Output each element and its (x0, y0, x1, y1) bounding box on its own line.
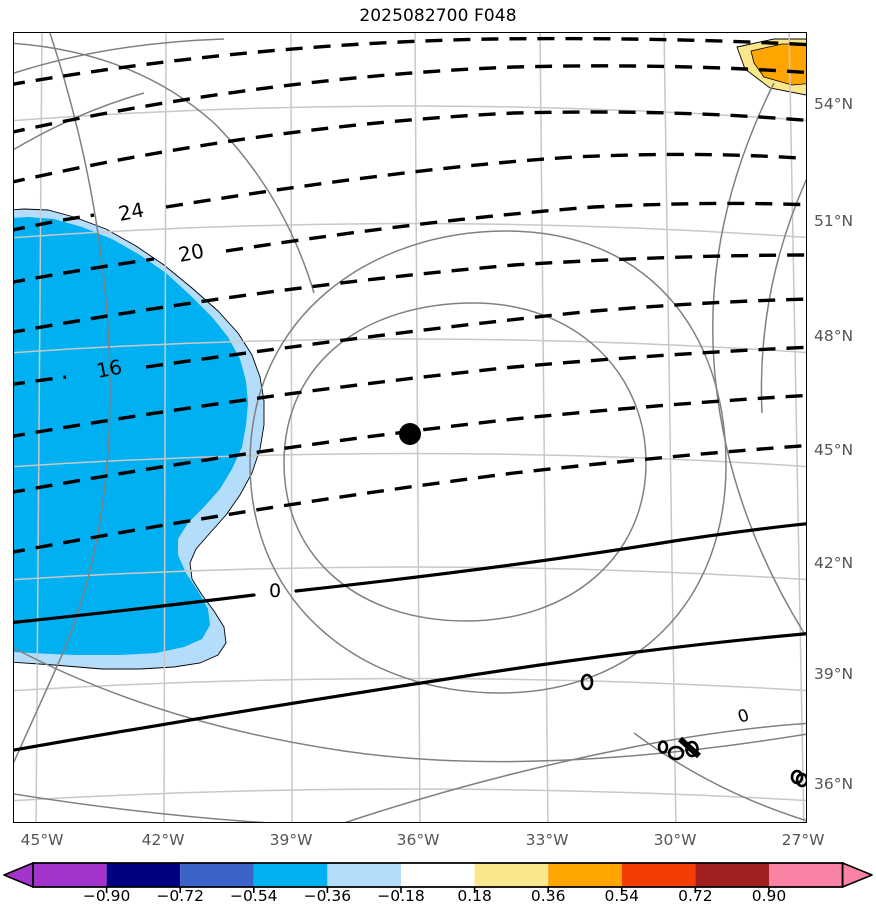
colorbar-extend-right (841, 862, 873, 888)
colorbar-swatch-1 (106, 863, 181, 887)
contour-label-16: 16 (94, 354, 124, 382)
colorbar-swatch-9 (695, 863, 769, 887)
lon-tick-30w: 30°W (653, 831, 697, 849)
lon-tick-33w: 33°W (525, 831, 569, 849)
lat-tick-51n: 51°N (814, 212, 854, 230)
contour-set-zero-contour (14, 522, 806, 752)
colorbar-tick-label-8: 0.72 (678, 887, 713, 905)
colorbar-swatch-8 (621, 863, 696, 887)
lat-tick-36n: 36°N (814, 775, 854, 793)
colorbar-swatches (3, 862, 873, 888)
contour-label-24: 24 (116, 197, 146, 225)
lat-tick-42n: 42°N (814, 554, 854, 572)
colorbar-swatch-7 (548, 863, 622, 887)
contour-set-geopotential-height (14, 33, 806, 822)
lon-tick-36w: 36°W (396, 831, 440, 849)
contour-label-zero: 0 (269, 580, 281, 602)
colorbar-swatch-3 (253, 863, 328, 887)
colorbar-tick-label-5: 0.18 (457, 887, 492, 905)
shaded-region-negative-anomaly-west (14, 208, 265, 670)
contour-label-20: 20 (176, 238, 206, 266)
contour-set-thickness-isotherms (14, 36, 806, 554)
lon-tick-42w: 42°W (141, 831, 185, 849)
lat-tick-54n: 54°N (814, 95, 854, 113)
colorbar-swatch-5 (401, 863, 475, 887)
colorbar-tick-label-4: −0.18 (377, 887, 425, 905)
colorbar-swatch-6 (474, 863, 549, 887)
graticule-gridlines (14, 33, 806, 822)
colorbar-tick-label-6: 0.36 (530, 887, 566, 905)
contour-labels: 24 20 16 0 0 (94, 197, 751, 727)
colorbar[interactable]: −0.90 −0.72 −0.54 −0.36 −0.18 0.18 0.36 … (0, 858, 876, 920)
colorbar-swatch-2 (180, 863, 254, 887)
lat-tick-48n: 48°N (814, 327, 854, 345)
colorbar-outline (32, 862, 844, 888)
map-svg: 24 20 16 0 0 (14, 33, 806, 822)
contour-label-zero-b: 0 (735, 705, 751, 727)
lon-tick-27w: 27°W (781, 831, 825, 849)
colorbar-tick-label-1: −0.72 (156, 887, 204, 905)
lat-tick-39n: 39°N (814, 665, 854, 683)
colorbar-swatch-10 (769, 863, 843, 887)
colorbar-tick-label-7: 0.54 (604, 887, 640, 905)
lat-tick-45n: 45°N (814, 441, 854, 459)
colorbar-ticks (105, 887, 770, 893)
colorbar-tick-label-2: −0.54 (230, 887, 278, 905)
map-plot-area[interactable]: 24 20 16 0 0 (13, 32, 807, 823)
page-title: 2025082700 F048 (359, 6, 517, 26)
colorbar-tick-label-0: −0.90 (82, 887, 131, 905)
contour-small-closed-loops (580, 673, 806, 788)
lon-tick-45w: 45°W (20, 831, 64, 849)
colorbar-tick-label-9: 0.90 (751, 887, 787, 905)
colorbar-svg (3, 862, 873, 893)
colorbar-swatch-0 (33, 863, 107, 887)
colorbar-tick-label-3: −0.36 (303, 887, 352, 905)
colorbar-swatch-4 (327, 863, 401, 887)
colorbar-extend-left (3, 862, 34, 888)
lon-tick-39w: 39°W (269, 831, 313, 849)
cyclone-center-marker[interactable] (399, 423, 421, 445)
